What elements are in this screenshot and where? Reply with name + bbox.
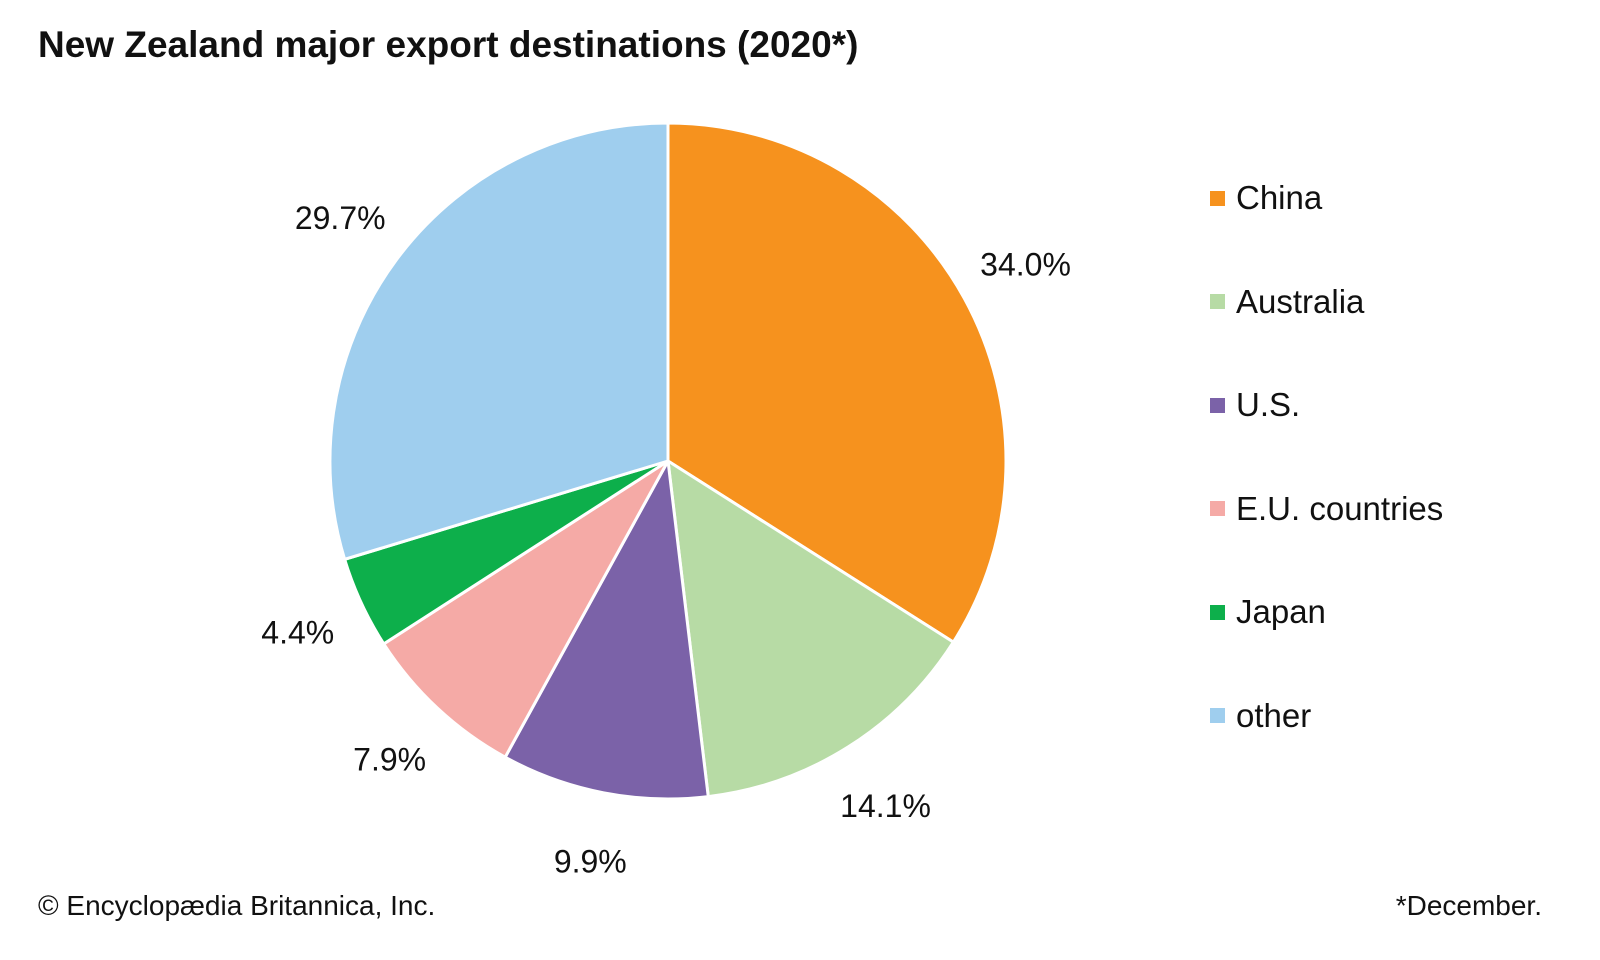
footnote-text: *December. [1395,890,1542,921]
legend-swatch [1210,397,1225,413]
legend-swatch [1210,501,1225,516]
pie-slice-china [666,121,1008,645]
legend-item: E.U. countries [1210,489,1443,529]
slice-value-label: 9.9% [554,844,627,880]
legend-swatch [1210,708,1225,723]
legend-label: Australia [1236,282,1365,320]
legend-item: China [1210,178,1443,218]
slice-value-label: 29.7% [295,200,386,236]
legend-item: other [1210,696,1443,736]
legend-item: Japan [1210,592,1443,632]
pie-slice-australia [666,458,956,799]
legend-label: China [1236,179,1323,216]
credit-text: © Encyclopædia Britannica, Inc. [38,890,436,921]
legend-swatch [1210,604,1225,620]
pie-slice-u-s [503,456,710,801]
pie-slice-other [328,121,670,562]
slice-value-label: 14.1% [840,788,931,824]
pie-slice-e-u-countries [381,459,670,760]
legend-label: Japan [1236,593,1326,630]
chart-title: New Zealand major export destinations (2… [38,24,859,65]
legend: China Australia U.S. E.U. countries Japan oth… [1210,178,1443,799]
legend-swatch [1210,294,1225,309]
legend-item: U.S. [1210,385,1443,425]
slice-value-label: 7.9% [353,741,426,777]
legend-item: Australia [1210,282,1443,322]
legend-label: U.S. [1236,386,1301,423]
slice-value-label: 34.0% [980,246,1071,282]
legend-swatch [1210,190,1225,206]
slice-value-label: 4.4% [261,614,334,650]
legend-label: other [1236,696,1312,734]
legend-label: E.U. countries [1236,489,1444,527]
